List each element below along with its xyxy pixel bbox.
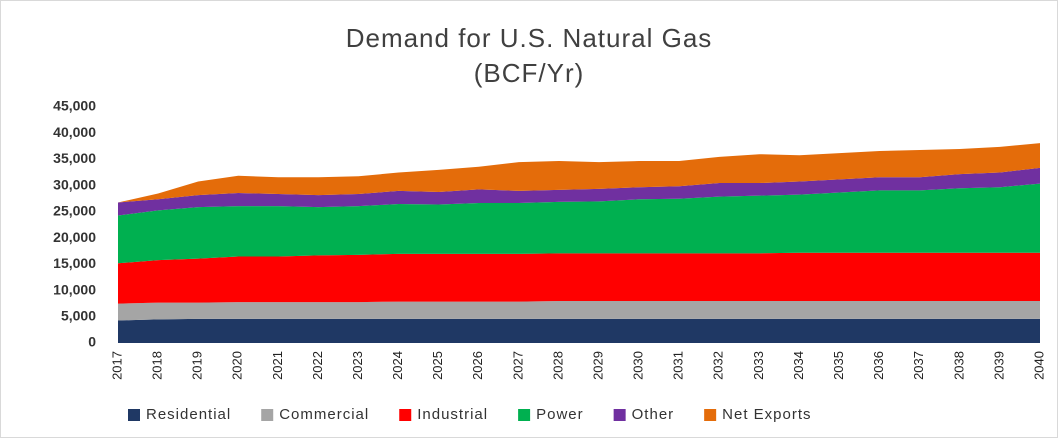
area bbox=[118, 143, 1040, 203]
area bbox=[118, 318, 1040, 343]
x-tick-label: 2018 bbox=[150, 351, 165, 380]
legend-label: Residential bbox=[146, 406, 231, 423]
x-tick-label: 2029 bbox=[590, 351, 605, 380]
y-tick-label: 5,000 bbox=[61, 307, 96, 323]
legend-swatch bbox=[518, 409, 531, 421]
legend-swatch bbox=[613, 409, 626, 421]
x-tick-label: 2020 bbox=[230, 351, 245, 380]
legend-label: Power bbox=[536, 406, 584, 423]
x-tick-label: 2036 bbox=[871, 351, 886, 380]
legend-label: Industrial bbox=[417, 406, 488, 423]
y-tick-label: 10,000 bbox=[53, 281, 96, 297]
y-tick-label: 20,000 bbox=[53, 229, 96, 245]
x-tick-label: 2037 bbox=[911, 351, 926, 380]
x-tick-label: 2035 bbox=[831, 351, 846, 380]
x-tick-label: 2019 bbox=[190, 351, 205, 380]
area bbox=[118, 301, 1040, 321]
x-tick-label: 2032 bbox=[711, 351, 726, 380]
x-tick-label: 2017 bbox=[109, 351, 124, 380]
y-tick-label: 25,000 bbox=[53, 203, 96, 219]
chart-subtitle: (BCF/Yr) bbox=[474, 58, 585, 88]
chart-title: Demand for U.S. Natural Gas bbox=[346, 23, 713, 53]
x-tick-label: 2026 bbox=[470, 351, 485, 380]
x-tick-label: 2023 bbox=[350, 351, 365, 380]
legend-label: Commercial bbox=[279, 406, 369, 423]
x-tick-label: 2028 bbox=[550, 351, 565, 380]
y-tick-label: 15,000 bbox=[53, 255, 96, 271]
y-tick-label: 30,000 bbox=[53, 176, 96, 192]
legend-label: Other bbox=[632, 406, 675, 423]
x-tick-label: 2038 bbox=[951, 351, 966, 380]
x-tick-label: 2031 bbox=[671, 351, 686, 380]
x-tick-label: 2040 bbox=[1031, 351, 1046, 380]
x-tick-label: 2030 bbox=[631, 351, 646, 380]
x-tick-label: 2024 bbox=[390, 351, 405, 380]
x-tick-label: 2021 bbox=[270, 351, 285, 380]
x-tick-label: 2034 bbox=[791, 351, 806, 380]
legend-swatch bbox=[128, 409, 140, 421]
y-tick-label: 0 bbox=[88, 334, 96, 350]
x-tick-label: 2022 bbox=[310, 351, 325, 380]
x-tick-label: 2039 bbox=[991, 351, 1006, 380]
area bbox=[118, 167, 1040, 216]
y-tick-label: 35,000 bbox=[53, 150, 96, 166]
area bbox=[118, 252, 1040, 304]
legend-swatch bbox=[704, 409, 717, 421]
legend-swatch bbox=[261, 409, 274, 421]
legend-label: Net Exports bbox=[722, 406, 811, 423]
x-tick-label: 2025 bbox=[430, 351, 445, 380]
x-tick-label: 2033 bbox=[751, 351, 766, 380]
y-tick-label: 45,000 bbox=[53, 98, 96, 114]
y-tick-label: 40,000 bbox=[53, 124, 96, 140]
x-tick-label: 2027 bbox=[510, 351, 525, 380]
area bbox=[118, 183, 1040, 264]
legend-swatch bbox=[399, 409, 412, 421]
